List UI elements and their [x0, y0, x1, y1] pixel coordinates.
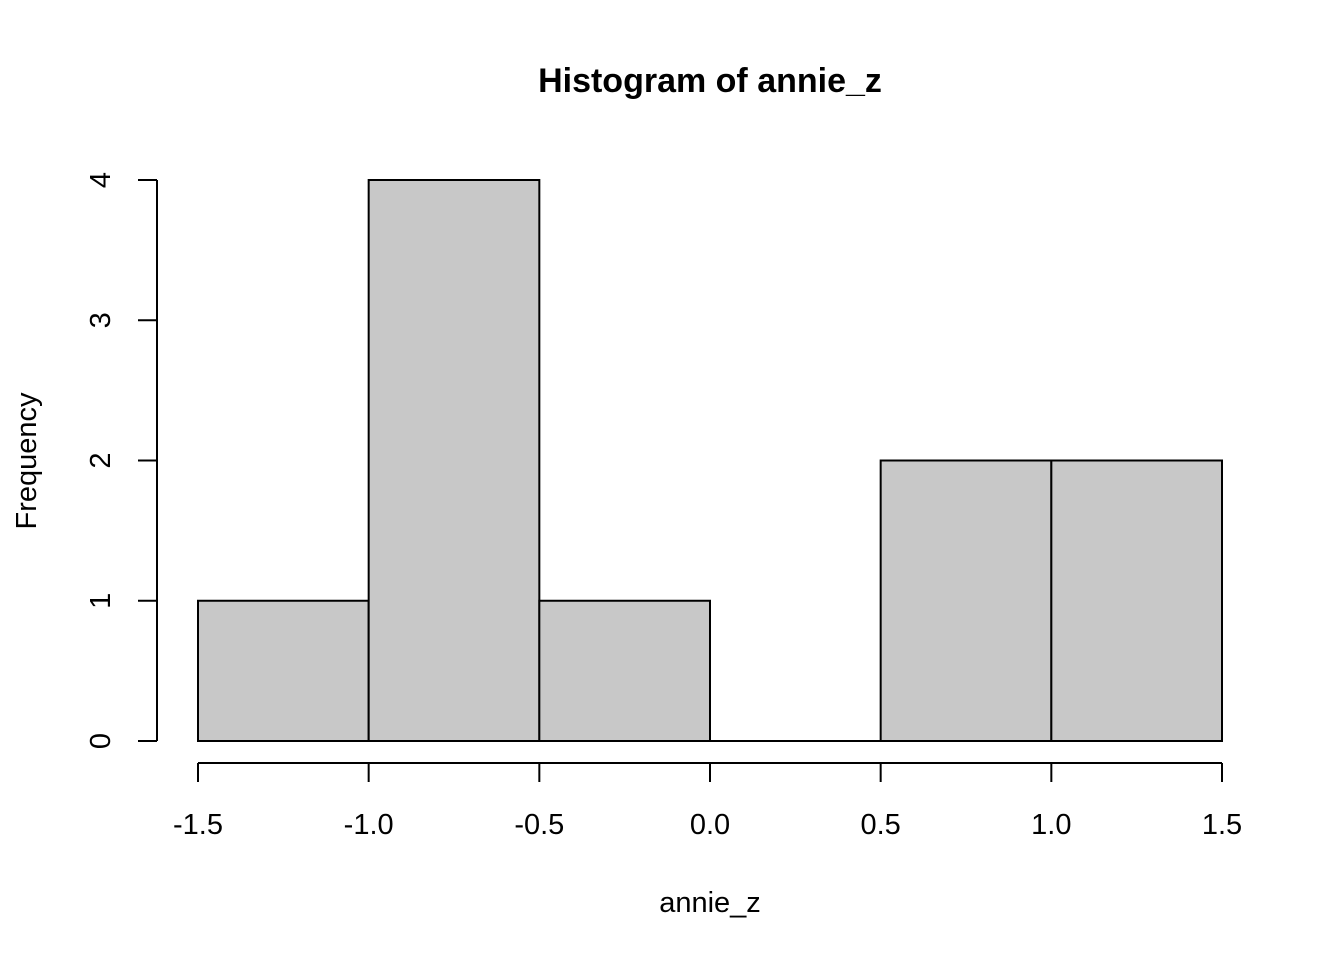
chart-title: Histogram of annie_z	[538, 62, 882, 100]
histogram-bar	[538, 599, 711, 742]
histogram-bars	[197, 179, 1224, 742]
y-tick-label: 0	[85, 733, 117, 749]
histogram-bar	[879, 459, 1053, 742]
y-tick-label: 4	[85, 172, 117, 188]
y-tick-label: 1	[85, 593, 117, 609]
histogram-bar	[1050, 459, 1224, 742]
y-axis: 0 1 2 3 4	[85, 172, 158, 749]
y-axis-label: Frequency	[11, 392, 43, 530]
histogram-bar	[367, 179, 541, 742]
y-tick-label: 3	[85, 312, 117, 328]
x-tick-label: -1.5	[173, 809, 223, 841]
x-tick-label: 0.5	[861, 809, 901, 841]
x-tick-label: -0.5	[514, 809, 564, 841]
histogram-bar	[197, 599, 370, 742]
x-axis-label: annie_z	[659, 887, 761, 919]
x-tick-label: 1.0	[1031, 809, 1071, 841]
x-tick-label: -1.0	[344, 809, 394, 841]
x-axis: -1.5 -1.0 -0.5 0.0 0.5 1.0 1.5	[173, 762, 1242, 841]
y-tick-label: 2	[85, 452, 117, 468]
x-tick-label: 1.5	[1202, 809, 1242, 841]
x-tick-label: 0.0	[690, 809, 730, 841]
